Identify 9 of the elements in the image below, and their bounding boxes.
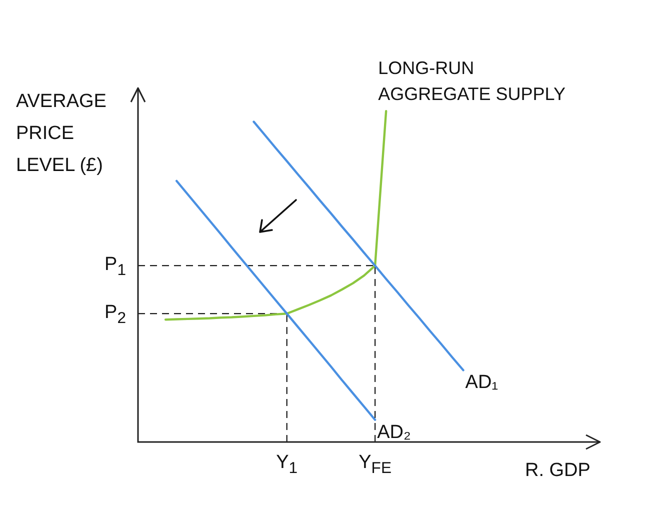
series-label: LONG-RUN AGGREGATE SUPPLY xyxy=(378,57,566,106)
x-tick-label: Y$_{FE}$ xyxy=(358,452,392,478)
series-label: AD₁ xyxy=(465,372,498,394)
ref-line-label: P$_{1}$ xyxy=(104,254,126,280)
y-axis-title: AVERAGE PRICE LEVEL (£) xyxy=(16,90,108,178)
series-label: AD₂ xyxy=(377,422,411,444)
ref-line-label: P$_{2}$ xyxy=(104,302,126,328)
x-axis-title: R. GDP xyxy=(525,460,590,482)
x-tick-label: Y$_{1}$ xyxy=(276,452,298,478)
